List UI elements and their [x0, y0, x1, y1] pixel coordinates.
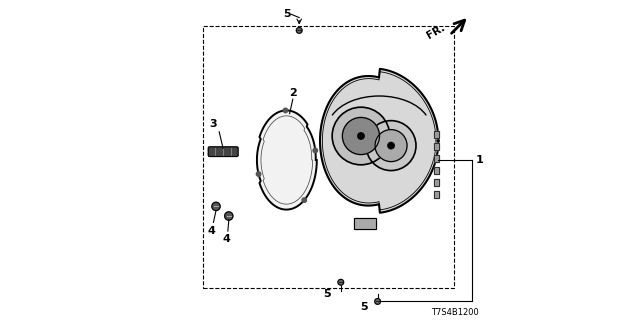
Text: 2: 2	[289, 88, 297, 98]
Circle shape	[342, 117, 380, 155]
Circle shape	[366, 121, 416, 171]
Circle shape	[313, 148, 317, 153]
Circle shape	[388, 142, 394, 149]
Text: 5: 5	[360, 302, 367, 312]
Circle shape	[358, 133, 364, 139]
Text: T7S4B1200: T7S4B1200	[431, 308, 479, 317]
Polygon shape	[257, 110, 317, 210]
Bar	[434, 167, 439, 174]
Bar	[434, 191, 439, 198]
Bar	[204, 26, 454, 288]
Text: FR.: FR.	[424, 22, 447, 41]
Text: 4: 4	[208, 226, 216, 236]
Bar	[434, 155, 439, 162]
Bar	[434, 167, 439, 174]
Circle shape	[296, 28, 302, 33]
Circle shape	[256, 172, 260, 176]
Text: 5: 5	[283, 9, 291, 20]
Bar	[354, 218, 376, 229]
Text: 4: 4	[222, 234, 230, 244]
Circle shape	[225, 212, 233, 220]
Bar	[434, 131, 439, 138]
Bar	[434, 179, 439, 186]
Text: 5: 5	[324, 289, 332, 299]
Circle shape	[284, 108, 288, 113]
Bar	[434, 143, 439, 150]
Circle shape	[212, 202, 220, 211]
Bar	[434, 155, 439, 162]
Bar	[434, 143, 439, 150]
Circle shape	[302, 198, 307, 202]
Circle shape	[375, 130, 407, 162]
Circle shape	[332, 107, 390, 165]
Polygon shape	[320, 69, 438, 213]
Bar	[354, 218, 376, 229]
Text: 1: 1	[475, 155, 483, 165]
Circle shape	[338, 279, 344, 285]
Bar	[434, 191, 439, 198]
FancyBboxPatch shape	[209, 147, 238, 156]
Bar	[434, 131, 439, 138]
Text: 3: 3	[209, 119, 216, 129]
Bar	[434, 179, 439, 186]
Circle shape	[375, 299, 380, 304]
